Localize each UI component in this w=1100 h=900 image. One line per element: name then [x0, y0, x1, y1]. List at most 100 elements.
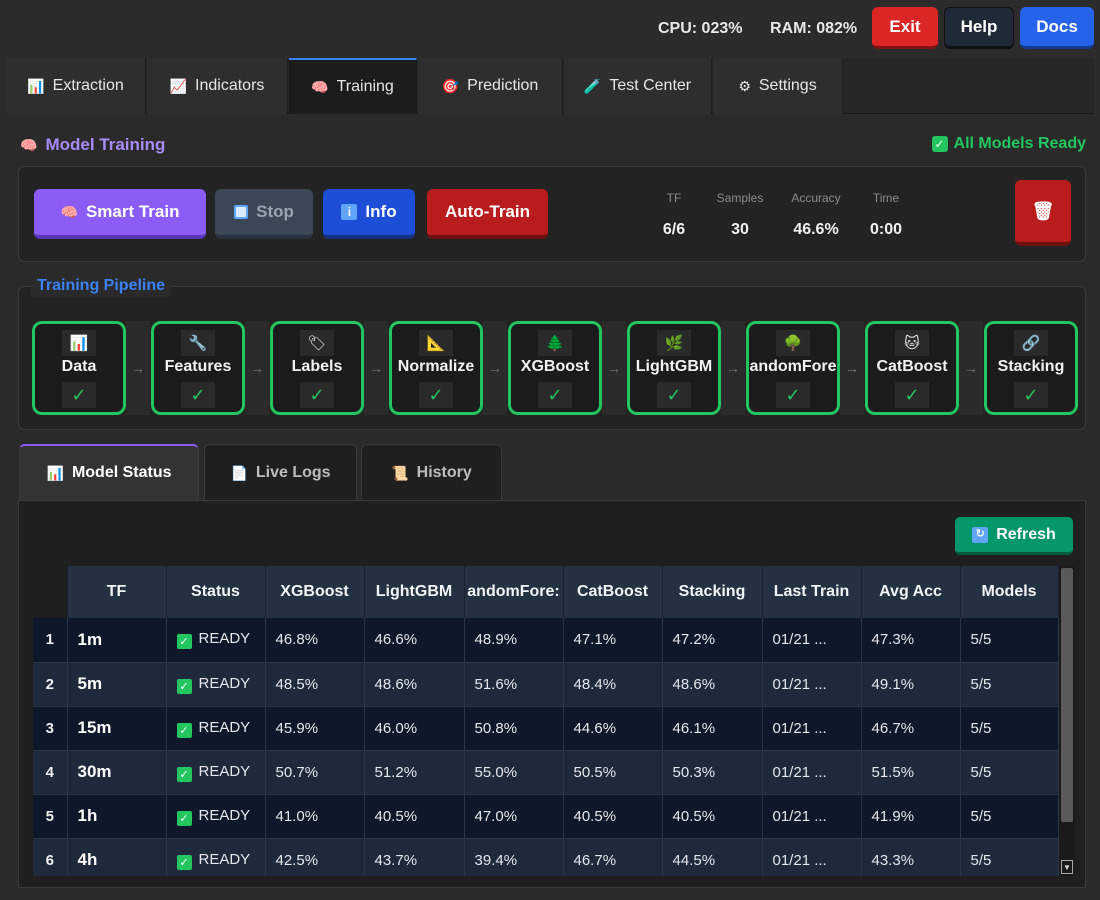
- table-row[interactable]: 4 30m ✓ READY 50.7% 51.2% 55.0% 50.5% 50.3% 01/21…: [33, 750, 1059, 795]
- check-icon: ✓: [176, 810, 192, 826]
- tab-indicators[interactable]: 📈 Indicators: [147, 58, 288, 114]
- info-icon: i: [341, 204, 358, 220]
- table-row[interactable]: 3 15m ✓ READY 45.9% 46.0% 50.8% 44.6% 46.1% 01/21…: [33, 706, 1059, 751]
- check-icon: ✓: [176, 766, 192, 782]
- info-label: Info: [365, 202, 397, 221]
- table-row[interactable]: 5 1h ✓ READY 41.0% 40.5% 47.0% 40.5% 40.5% 01/21 …: [33, 794, 1059, 839]
- check-icon: ✓: [62, 382, 96, 408]
- table-row[interactable]: 6 4h ✓ READY 42.5% 43.7% 39.4% 46.7% 44.5% 01/21 …: [33, 838, 1059, 876]
- brain-icon: 🧠: [60, 204, 78, 220]
- check-icon: ✓: [176, 634, 192, 650]
- row-index: 6: [33, 838, 68, 876]
- cat-cell: 44.6%: [563, 706, 663, 751]
- leaf-icon: 🌿: [657, 330, 691, 356]
- row-index: 2: [33, 662, 68, 707]
- metric-label: Samples: [716, 191, 764, 205]
- avg-cell: 41.9%: [861, 794, 961, 839]
- stack-cell: 50.3%: [662, 750, 763, 795]
- rf-cell: 39.4%: [464, 838, 564, 876]
- tab-label: Training: [336, 78, 394, 95]
- auto-train-button[interactable]: Auto-Train: [427, 189, 548, 239]
- tab-label: Extraction: [52, 77, 124, 94]
- last-cell: 01/21 ...: [762, 794, 862, 839]
- tab-extraction[interactable]: 📊 Extraction: [6, 58, 146, 114]
- status-text: READY: [198, 630, 251, 648]
- tree-icon: 🌲: [538, 330, 572, 356]
- metric-value: 46.6%: [793, 221, 839, 238]
- status-cell: ✓ READY: [166, 794, 266, 839]
- status-text: READY: [198, 850, 251, 868]
- exit-button[interactable]: Exit: [872, 7, 938, 49]
- table-row[interactable]: 2 5m ✓ READY 48.5% 48.6% 51.6% 48.4% 48.6% 01/21 …: [33, 662, 1059, 707]
- arrow-icon: →: [840, 321, 864, 415]
- check-icon: ✓: [776, 382, 810, 408]
- metric-accuracy: Accuracy 46.6%: [781, 191, 851, 239]
- stage-name: CatBoost: [876, 358, 948, 375]
- rf-cell: 55.0%: [464, 750, 564, 795]
- table-row[interactable]: 1 1m ✓ READY 46.8% 46.6% 48.9% 47.1% 47.2% 01/21 …: [33, 618, 1059, 663]
- tab-label: Indicators: [195, 77, 265, 94]
- pipeline-stage-catboost: 🐱 CatBoost ✓: [865, 321, 959, 415]
- check-icon: ✓: [931, 136, 948, 152]
- docs-button[interactable]: Docs: [1020, 7, 1094, 49]
- training-content: 🧠 Model Training ✓ All Models Ready 🧠 Sm…: [6, 115, 1094, 900]
- arrow-icon: →: [483, 321, 507, 415]
- ready-label: All Models Ready: [953, 135, 1086, 152]
- tab-settings[interactable]: ⚙ Settings: [713, 58, 843, 114]
- delete-models-button[interactable]: 🗑: [1015, 180, 1071, 246]
- model-status-panel: ↻ Refresh TF Status XGBoost LightGBM and…: [18, 500, 1086, 888]
- tf-cell: 4h: [67, 838, 167, 876]
- column-header[interactable]: XGBoost: [265, 566, 365, 618]
- lgbm-cell: 51.2%: [364, 750, 465, 795]
- stage-name: Features: [164, 358, 232, 375]
- metric-value: 0:00: [869, 221, 903, 238]
- column-header[interactable]: Status: [166, 566, 266, 618]
- scrollbar-thumb[interactable]: [1061, 568, 1073, 822]
- last-cell: 01/21 ...: [762, 706, 862, 751]
- column-header[interactable]: LightGBM: [364, 566, 465, 618]
- lgbm-cell: 40.5%: [364, 794, 465, 839]
- column-header[interactable]: Models: [960, 566, 1059, 618]
- column-header[interactable]: Stacking: [662, 566, 763, 618]
- check-icon: ✓: [1014, 382, 1048, 408]
- column-header[interactable]: CatBoost: [563, 566, 663, 618]
- metric-label: TF: [666, 191, 682, 205]
- tab-model-status[interactable]: 📊 Model Status: [19, 444, 199, 500]
- tab-test-center[interactable]: 🧪 Test Center: [564, 58, 712, 114]
- check-icon: ✓: [176, 722, 192, 738]
- check-icon: ✓: [419, 382, 453, 408]
- models-cell: 5/5: [960, 706, 1059, 751]
- column-header[interactable]: Last Train: [762, 566, 862, 618]
- stage-name: Data: [61, 358, 97, 375]
- column-header[interactable]: TF: [67, 566, 167, 618]
- pipeline-stage-labels: 🏷 Labels ✓: [270, 321, 364, 415]
- info-button[interactable]: i Info: [323, 189, 415, 239]
- help-button[interactable]: Help: [944, 7, 1014, 49]
- cat-icon: 🐱: [895, 330, 929, 356]
- avg-cell: 47.3%: [861, 618, 961, 663]
- stack-cell: 47.2%: [662, 618, 763, 663]
- tab-history[interactable]: 📜 History: [361, 444, 502, 500]
- refresh-button[interactable]: ↻ Refresh: [955, 517, 1073, 555]
- tab-live-logs[interactable]: 📄 Live Logs: [204, 444, 357, 500]
- metric-value: 30: [731, 221, 749, 238]
- tab-label: Test Center: [609, 77, 692, 94]
- tab-training[interactable]: 🧠 Training: [289, 58, 417, 114]
- xgb-cell: 46.8%: [265, 618, 365, 663]
- xgb-cell: 42.5%: [265, 838, 365, 876]
- status-text: READY: [198, 718, 251, 736]
- column-header[interactable]: andomFore:: [464, 566, 564, 618]
- xgb-cell: 45.9%: [265, 706, 365, 751]
- cat-cell: 47.1%: [563, 618, 663, 663]
- column-header[interactable]: Avg Acc: [861, 566, 961, 618]
- stop-button[interactable]: Stop: [215, 189, 313, 239]
- stage-name: Stacking: [997, 358, 1065, 375]
- rf-cell: 50.8%: [464, 706, 564, 751]
- scroll-down-icon[interactable]: ▼: [1061, 860, 1073, 874]
- pipeline-stage-lightgbm: 🌿 LightGBM ✓: [627, 321, 721, 415]
- tab-prediction[interactable]: 🎯 Prediction: [418, 58, 563, 114]
- arrow-icon: →: [602, 321, 626, 415]
- refresh-icon: ↻: [972, 526, 989, 543]
- smart-train-button[interactable]: 🧠 Smart Train: [34, 189, 206, 239]
- vertical-scrollbar[interactable]: ▼: [1059, 566, 1075, 876]
